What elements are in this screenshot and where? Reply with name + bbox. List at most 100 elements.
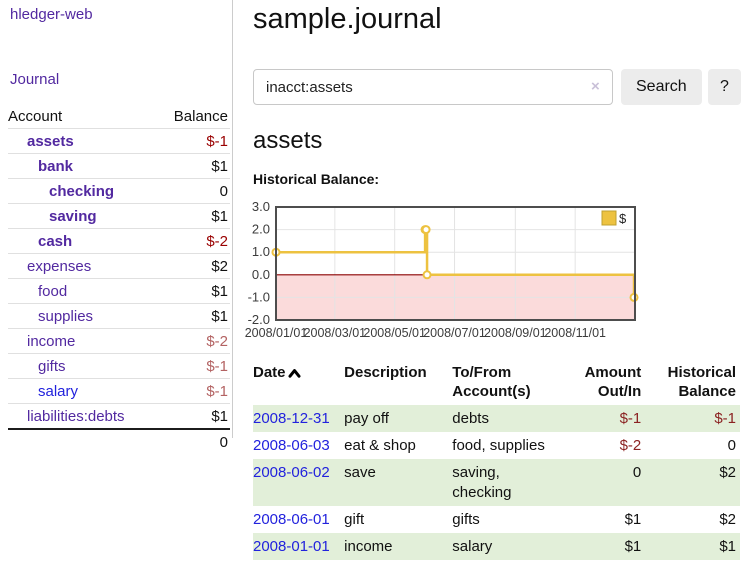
x-tick-label: 2008/09/01 <box>484 326 547 340</box>
register-header-accounts: To/From Account(s) <box>452 364 531 400</box>
account-link[interactable]: food <box>38 282 68 300</box>
transaction-description: save <box>344 464 376 481</box>
y-tick-label: 2.0 <box>252 222 270 237</box>
x-tick-label: 2008/05/01 <box>363 326 426 340</box>
register-header-date[interactable]: Date <box>253 361 344 405</box>
accounts-header-row: Account Balance <box>8 104 230 129</box>
accounts-total-row: 0 <box>8 428 230 454</box>
transaction-amount: $1 <box>624 511 642 528</box>
account-row: salary $-1 <box>8 378 230 404</box>
transaction-balance: $2 <box>719 511 736 528</box>
transaction-description: pay off <box>344 410 389 427</box>
register-table-body: 2008-12-31 pay off debts $-1 $-1 2008-06-03 ea… <box>253 405 740 560</box>
account-link[interactable]: cash <box>38 232 73 250</box>
account-balance: $-2 <box>157 228 230 254</box>
account-link[interactable]: bank <box>38 157 74 175</box>
app-title-link[interactable]: hledger-web <box>10 6 93 23</box>
account-balance: $1 <box>157 403 230 430</box>
account-balance: 0 <box>157 178 230 204</box>
transaction-date-link[interactable]: 2008-06-01 <box>253 511 330 528</box>
search-input[interactable] <box>253 69 613 105</box>
transaction-accounts: debts <box>452 410 489 427</box>
account-link[interactable]: expenses <box>27 257 92 275</box>
date-header-label: Date <box>253 364 286 381</box>
legend-label: $ <box>619 211 627 226</box>
transaction-row: 2008-06-01 gift gifts $1 $2 <box>253 506 740 533</box>
account-link[interactable]: assets <box>27 132 74 150</box>
account-row: income $-2 <box>8 328 230 354</box>
account-section-title: assets <box>253 127 323 154</box>
account-balance: $1 <box>157 278 230 304</box>
account-link[interactable]: liabilities:debts <box>27 407 125 425</box>
register-header-row: Date Description To/From Account(s) Amou… <box>253 361 740 405</box>
transaction-row: 2008-06-03 eat & shop food, supplies $-2 0 <box>253 432 740 459</box>
transaction-balance: $-1 <box>714 410 736 427</box>
accounts-total-value: 0 <box>157 428 230 454</box>
register-header-amount: Amount Out/In <box>584 364 642 400</box>
transaction-date-link[interactable]: 2008-06-03 <box>253 437 330 454</box>
x-tick-label: 2008/11/01 <box>544 326 606 340</box>
account-row: assets $-1 <box>8 128 230 154</box>
transaction-amount: $-2 <box>619 437 642 454</box>
account-link[interactable]: gifts <box>38 357 66 375</box>
sort-ascending-icon <box>288 369 301 378</box>
account-link[interactable]: saving <box>49 207 97 225</box>
account-row: cash $-2 <box>8 228 230 254</box>
account-link[interactable]: income <box>27 332 76 350</box>
transaction-row: 2008-06-02 save saving, checking 0 $2 <box>253 459 740 506</box>
y-tick-label: 0.0 <box>252 267 270 282</box>
account-row: liabilities:debts $1 <box>8 403 230 430</box>
account-row: food $1 <box>8 278 230 304</box>
register-header-balance: Historical Balance <box>667 364 736 400</box>
account-balance: $1 <box>157 303 230 329</box>
chart-border <box>275 206 636 321</box>
accounts-header-account: Account <box>8 104 158 129</box>
account-row: checking 0 <box>8 178 230 204</box>
account-balance: $1 <box>157 153 230 179</box>
x-tick-label: 2008/01/01 <box>245 326 308 340</box>
account-row: expenses $2 <box>8 253 230 279</box>
account-balance: $-1 <box>157 353 230 379</box>
chart-title: Historical Balance: <box>253 171 380 187</box>
transaction-accounts: food, supplies <box>452 437 545 454</box>
legend-swatch <box>601 210 617 226</box>
historical-balance-chart: 3.0 2.0 1.0 0.0 -1.0 -2.02008/01/012008/03/01… <box>245 200 639 340</box>
sidebar-divider <box>232 0 233 438</box>
transaction-row: 2008-01-01 income salary $1 $1 <box>253 533 740 560</box>
transaction-description: income <box>344 538 393 555</box>
y-tick-label: -2.0 <box>248 312 270 327</box>
transaction-balance: $1 <box>719 538 736 555</box>
transaction-date-link[interactable]: 2008-12-31 <box>253 410 330 427</box>
transaction-amount: 0 <box>632 464 642 481</box>
account-link[interactable]: salary <box>38 382 79 400</box>
y-tick-label: -1.0 <box>248 289 270 304</box>
transaction-balance: $2 <box>719 464 736 481</box>
search-button[interactable]: Search <box>621 69 702 105</box>
x-tick-label: 2008/07/01 <box>423 326 486 340</box>
clear-search-icon[interactable]: × <box>591 78 600 95</box>
accounts-table-body: assets $-1 bank $1 checking 0 saving $1 cash $-2 e… <box>8 128 230 430</box>
account-balance: $-1 <box>157 378 230 404</box>
transaction-date-link[interactable]: 2008-06-02 <box>253 464 330 481</box>
x-tick-label: 2008/03/01 <box>304 326 367 340</box>
account-link[interactable]: checking <box>49 182 115 200</box>
data-point-marker <box>421 225 431 235</box>
account-row: bank $1 <box>8 153 230 179</box>
account-link[interactable]: supplies <box>38 307 94 325</box>
accounts-table: Account Balance assets $-1 bank $1 checking 0… <box>8 104 230 454</box>
transaction-date-link[interactable]: 2008-01-01 <box>253 538 330 555</box>
accounts-header-balance: Balance <box>157 104 230 129</box>
accounts-total-spacer <box>8 428 158 454</box>
transaction-amount: $-1 <box>619 410 642 427</box>
transaction-row: 2008-12-31 pay off debts $-1 $-1 <box>253 405 740 432</box>
sidebar-item-journal[interactable]: Journal <box>10 71 60 88</box>
transaction-description: eat & shop <box>344 437 416 454</box>
help-button[interactable]: ? <box>708 69 741 105</box>
y-tick-label: 1.0 <box>252 244 270 259</box>
register-table: Date Description To/From Account(s) Amou… <box>253 361 740 560</box>
transaction-accounts: gifts <box>452 511 480 528</box>
transaction-accounts: salary <box>452 538 493 555</box>
account-balance: $2 <box>157 253 230 279</box>
account-row: gifts $-1 <box>8 353 230 379</box>
